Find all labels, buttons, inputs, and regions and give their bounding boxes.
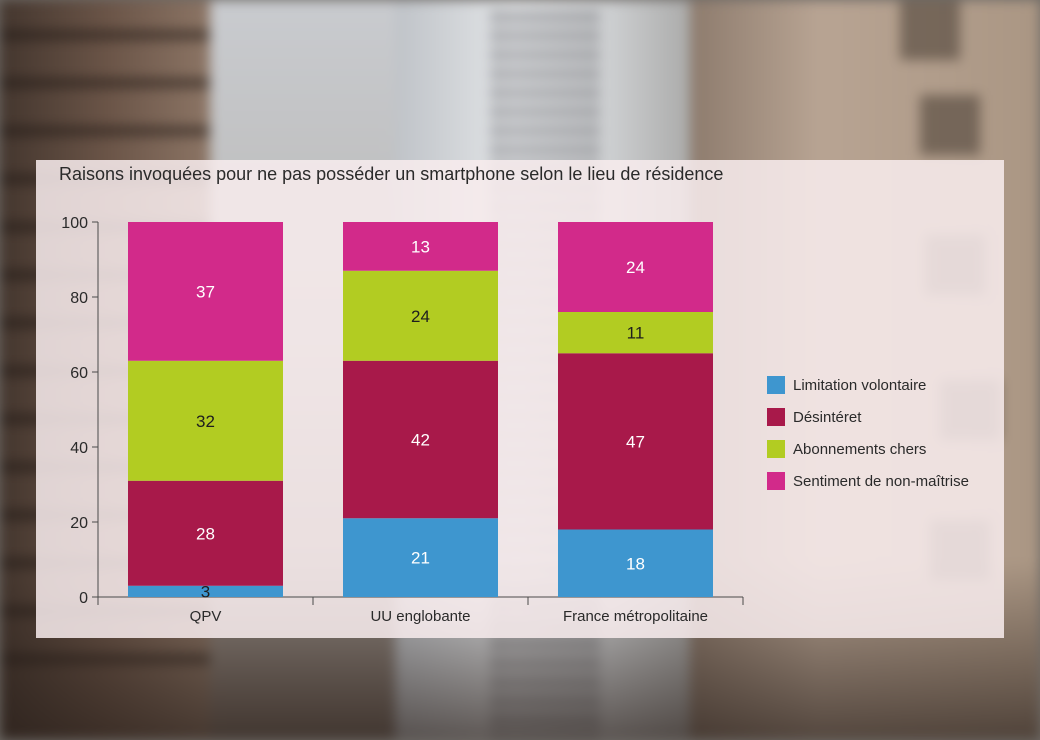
category-label: UU englobante — [370, 608, 470, 625]
data-label: 42 — [411, 431, 430, 450]
data-label: 11 — [627, 324, 645, 343]
legend-label: Limitation volontaire — [793, 376, 927, 394]
data-label: 24 — [411, 307, 430, 326]
chart-panel: Raisons invoquées pour ne pas posséder u… — [36, 160, 1004, 638]
y-tick-label: 100 — [61, 215, 88, 232]
bar-segment — [128, 480, 283, 586]
bar-segment — [343, 222, 498, 271]
data-label: 3 — [201, 582, 210, 601]
chart-title: Raisons invoquées pour ne pas posséder u… — [59, 164, 724, 184]
y-tick-label: 20 — [70, 515, 88, 532]
bar-segment — [558, 312, 713, 354]
legend-swatch — [767, 440, 785, 458]
bar-segment — [128, 585, 283, 597]
data-label: 21 — [411, 549, 430, 568]
legend-swatch — [767, 376, 785, 394]
bar-segment — [343, 518, 498, 597]
legend-item: Désintéret — [767, 401, 969, 433]
legend-label: Sentiment de non-maîtrise — [793, 472, 969, 490]
legend-swatch — [767, 472, 785, 490]
y-tick-label: 80 — [70, 290, 88, 307]
legend-item: Sentiment de non-maîtrise — [767, 465, 969, 497]
y-tick-label: 60 — [70, 365, 88, 382]
y-tick-label: 40 — [70, 440, 88, 457]
bar-segment — [128, 222, 283, 361]
bar-segment — [343, 360, 498, 519]
bar-segment — [343, 270, 498, 361]
data-label: 28 — [196, 524, 215, 543]
legend-label: Désintéret — [793, 408, 862, 426]
bar-segment — [558, 353, 713, 530]
data-label: 32 — [196, 412, 215, 431]
category-label: France métropolitaine — [563, 608, 708, 625]
data-label: 37 — [196, 282, 215, 301]
data-label: 47 — [626, 432, 645, 451]
category-label: QPV — [190, 608, 222, 625]
bar-segment — [558, 222, 713, 312]
legend-label: Abonnements chers — [793, 440, 927, 458]
data-label: 24 — [626, 258, 645, 277]
stacked-bar-chart: 0 20 40 60 80 100 3 28 32 37 QPV 21 42 24 13 UU engloba… — [61, 215, 744, 625]
legend-item: Abonnements chers — [767, 433, 969, 465]
bar-segment — [128, 360, 283, 481]
data-label: 18 — [626, 554, 645, 573]
data-label: 13 — [411, 237, 430, 256]
bar-segment — [558, 529, 713, 597]
y-tick-label: 0 — [79, 590, 88, 607]
legend-item: Limitation volontaire — [767, 369, 969, 401]
legend-swatch — [767, 408, 785, 426]
chart-legend: Limitation volontaire Désintéret Abonnemen… — [767, 369, 969, 497]
